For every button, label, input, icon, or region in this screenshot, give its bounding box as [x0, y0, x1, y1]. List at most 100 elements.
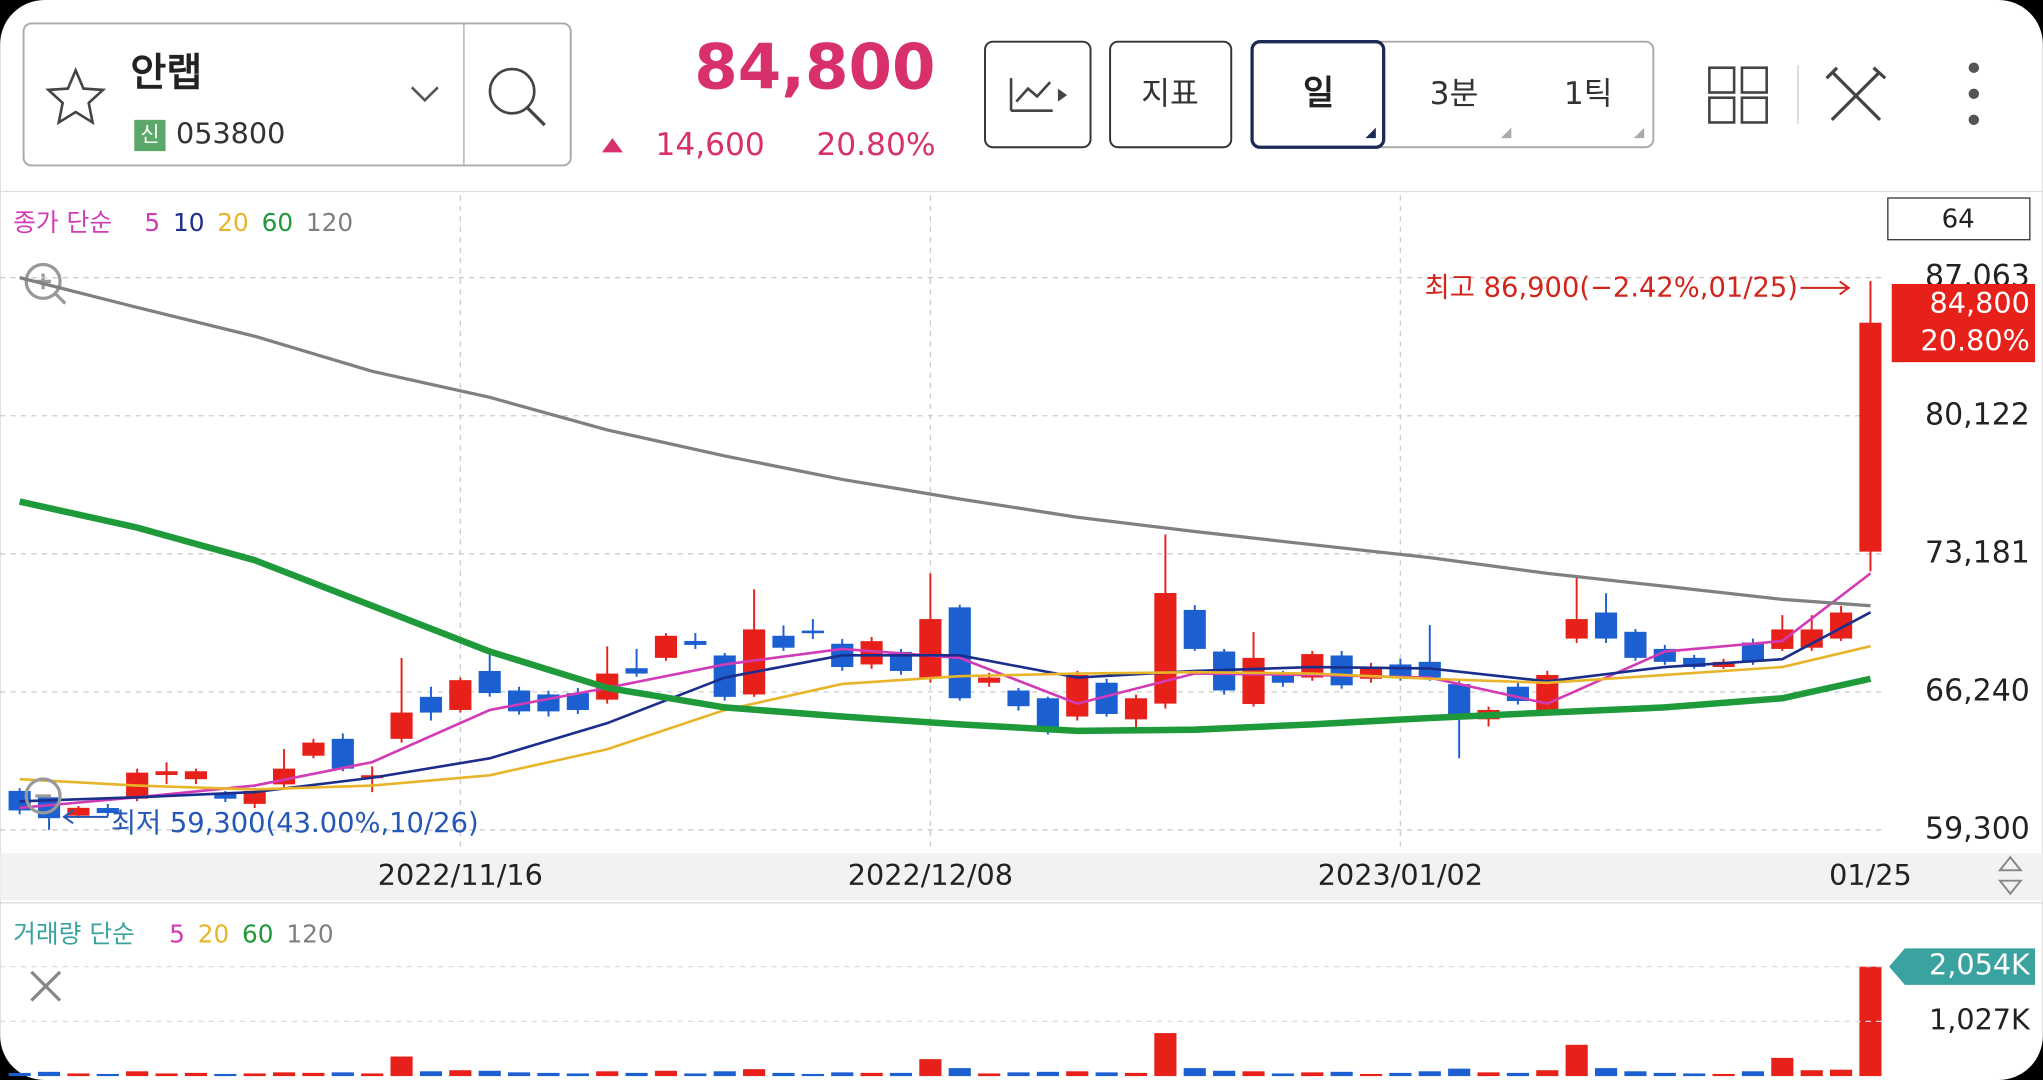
- volume-bar: [1830, 1069, 1853, 1077]
- search-icon[interactable]: [488, 67, 536, 115]
- volume-bar: [1506, 1072, 1529, 1077]
- x-tick-label: 2023/01/02: [1318, 858, 1483, 892]
- candle-body: [801, 630, 824, 634]
- candle-body: [1859, 322, 1882, 552]
- volume-bar: [566, 1073, 589, 1077]
- legend-entry: 120: [306, 208, 353, 237]
- volume-bar: [1683, 1073, 1706, 1077]
- price-tag-value: 84,800: [1930, 286, 2030, 320]
- candle-body: [625, 668, 648, 674]
- stock-code: 053800: [176, 116, 285, 150]
- high-annotation: 최고 86,900(−2.42%,01/25): [1425, 273, 1798, 304]
- tools-icon[interactable]: [1825, 66, 1887, 122]
- volume-bar: [537, 1072, 560, 1077]
- candle-body: [1124, 698, 1148, 720]
- volume-bar: [654, 1070, 678, 1077]
- candle-body: [1448, 684, 1471, 717]
- candle-body: [478, 670, 501, 694]
- volume-bar: [1712, 1073, 1735, 1077]
- volume-bar: [1359, 1073, 1383, 1077]
- day-button[interactable]: [1250, 40, 1386, 149]
- candle-body: [419, 696, 443, 713]
- legend-entry: 5: [144, 208, 160, 237]
- volume-bar: [978, 1073, 1001, 1077]
- up-arrow: [602, 138, 623, 153]
- volume-legend-label: 거래량 단순: [13, 919, 135, 948]
- volume-bar: [919, 1059, 942, 1077]
- x-tick-label: 2022/12/08: [848, 858, 1013, 892]
- volume-bar: [1448, 1068, 1471, 1077]
- volume-bar: [860, 1072, 883, 1077]
- volume-bar: [155, 1073, 178, 1077]
- candle-body: [978, 677, 1001, 683]
- volume-bar: [1653, 1072, 1676, 1077]
- volume-bar: [1330, 1071, 1353, 1077]
- volume-bar: [743, 1069, 766, 1077]
- volume-bar: [801, 1073, 824, 1077]
- x-axis-band: [0, 853, 2043, 901]
- y-tick-label: 80,122: [1925, 397, 2030, 432]
- candle-body: [1036, 698, 1059, 731]
- volume-bar: [1418, 1071, 1441, 1077]
- volume-bar: [1800, 1070, 1823, 1077]
- x-tick-label: 01/25: [1829, 858, 1912, 892]
- volume-bar: [1771, 1057, 1794, 1077]
- candle-body: [1565, 619, 1588, 639]
- volume-legend-entry: 20: [198, 919, 230, 948]
- ma-line: [19, 644, 1871, 791]
- volume-bar: [1095, 1072, 1118, 1077]
- chart-icon: [1009, 78, 1053, 113]
- candle-body: [1330, 655, 1353, 686]
- ma-line: [19, 611, 1872, 803]
- candle-body: [508, 690, 531, 712]
- day-label: 일: [1303, 74, 1334, 113]
- candle-body: [1683, 657, 1706, 668]
- candle-body: [96, 808, 119, 814]
- ma-line: [19, 276, 1871, 608]
- low-arrow: [62, 809, 109, 825]
- zoom-in[interactable]: [24, 262, 62, 300]
- y-tick-label: 66,240: [1925, 673, 2030, 708]
- volume-bar: [1594, 1068, 1618, 1077]
- volume-bar: [684, 1073, 707, 1077]
- volume-bar: [243, 1073, 266, 1077]
- indicator-label: 지표: [1141, 76, 1199, 112]
- volume-bar: [1124, 1072, 1148, 1077]
- candle-body: [1095, 682, 1118, 714]
- 3min-button[interactable]: 3분: [1430, 76, 1479, 112]
- legend-entry: 60: [262, 208, 294, 237]
- volume-tick-label: 1,027K: [1929, 1002, 2031, 1036]
- indicator-button[interactable]: [1109, 40, 1233, 149]
- volume-bar: [1271, 1073, 1294, 1077]
- volume-bar: [1036, 1071, 1059, 1077]
- 1tick-button[interactable]: 1틱: [1564, 76, 1613, 112]
- candle-body: [860, 641, 883, 665]
- volume-bar: [1536, 1070, 1559, 1077]
- candle-body: [1741, 642, 1765, 662]
- volume-bar: [1565, 1044, 1588, 1077]
- close-volume[interactable]: [30, 970, 62, 1002]
- volume-bar: [272, 1072, 296, 1077]
- stock-box[interactable]: [22, 22, 572, 167]
- candle-body: [743, 629, 766, 695]
- candle-body: [390, 712, 413, 739]
- layout-icon[interactable]: [1708, 66, 1768, 124]
- volume-bar: [67, 1073, 90, 1077]
- stock-name: 안랩: [130, 51, 202, 96]
- zoom-out[interactable]: [24, 777, 62, 815]
- volume-bar: [126, 1071, 149, 1077]
- volume-bar: [508, 1072, 531, 1077]
- candle-body: [1066, 674, 1089, 717]
- candle-body: [1800, 629, 1823, 648]
- x-tick-label: 2022/11/16: [378, 858, 543, 892]
- volume-bar: [1624, 1071, 1647, 1077]
- search-handle: [526, 106, 546, 127]
- volume-bar: [1007, 1072, 1030, 1077]
- badge-bg: [134, 119, 166, 152]
- volume-bar: [1242, 1071, 1265, 1077]
- scroll-arrows[interactable]: [1997, 855, 2023, 896]
- star-icon[interactable]: [45, 67, 107, 126]
- chevron[interactable]: [410, 86, 439, 103]
- more-icon[interactable]: [1968, 62, 1980, 126]
- change: 14,600: [655, 127, 764, 163]
